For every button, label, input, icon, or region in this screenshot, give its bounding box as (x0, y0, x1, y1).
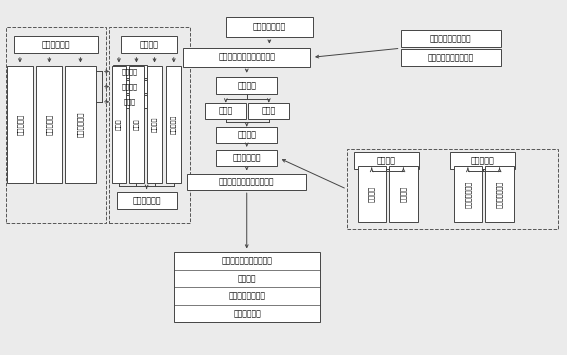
Text: 接触判断: 接触判断 (237, 131, 256, 140)
FancyBboxPatch shape (113, 80, 147, 93)
Text: 方位角: 方位角 (134, 119, 139, 130)
FancyBboxPatch shape (485, 166, 514, 223)
FancyBboxPatch shape (117, 192, 176, 209)
Text: 井斜角: 井斜角 (116, 119, 122, 130)
FancyBboxPatch shape (400, 49, 501, 66)
FancyBboxPatch shape (216, 150, 277, 166)
FancyBboxPatch shape (226, 17, 313, 38)
FancyBboxPatch shape (129, 66, 144, 183)
FancyBboxPatch shape (112, 66, 126, 183)
Text: 井身参数: 井身参数 (139, 40, 158, 49)
Text: 钒柱与井壁互作用模型: 钒柱与井壁互作用模型 (428, 54, 474, 62)
FancyBboxPatch shape (121, 36, 176, 53)
Text: 随机化: 随机化 (261, 106, 276, 115)
Text: 旋转钒进时钒柱轴向载荷: 旋转钒进时钒柱轴向载荷 (222, 257, 273, 266)
Text: 井眼轨迹图形: 井眼轨迹图形 (233, 309, 261, 318)
Text: 钒柱内外径: 钒柱内外径 (46, 114, 53, 135)
FancyBboxPatch shape (216, 77, 277, 94)
FancyBboxPatch shape (400, 30, 501, 47)
FancyBboxPatch shape (216, 127, 277, 143)
FancyBboxPatch shape (354, 152, 419, 169)
Text: 泊松比: 泊松比 (124, 99, 136, 105)
Text: 数値模型: 数値模型 (237, 81, 256, 90)
Text: 钒井液参数: 钒井液参数 (471, 156, 494, 165)
Text: 钒头岐石互作用模型: 钒头岐石互作用模型 (430, 34, 472, 43)
Text: 动力参数: 动力参数 (377, 156, 396, 165)
Text: 全井非线性动力学模型建立: 全井非线性动力学模型建立 (218, 53, 275, 62)
FancyBboxPatch shape (390, 166, 417, 223)
Text: 转盘转速: 转盘转速 (369, 186, 375, 202)
FancyBboxPatch shape (450, 152, 515, 169)
Text: 钒柱材料参数: 钒柱材料参数 (77, 112, 84, 137)
FancyBboxPatch shape (248, 103, 289, 119)
FancyBboxPatch shape (174, 252, 320, 322)
Text: 钒井液粘度系数: 钒井液粘度系数 (464, 181, 471, 208)
Text: 钒井液流性指数: 钒井液流性指数 (496, 181, 503, 208)
Text: 三维井眼轨迹: 三维井眼轨迹 (132, 196, 161, 205)
FancyBboxPatch shape (167, 66, 181, 183)
Text: 钒柱基本参数: 钒柱基本参数 (42, 40, 70, 49)
FancyBboxPatch shape (147, 66, 162, 183)
Text: 井眼扩大率: 井眼扩大率 (171, 115, 176, 134)
FancyBboxPatch shape (113, 65, 147, 78)
FancyBboxPatch shape (454, 166, 482, 223)
FancyBboxPatch shape (187, 174, 306, 190)
Text: 实测井深: 实测井深 (152, 117, 157, 132)
Text: 切变模量: 切变模量 (122, 68, 138, 75)
Text: 弹性模量: 弹性模量 (122, 83, 138, 90)
FancyBboxPatch shape (358, 166, 386, 223)
FancyBboxPatch shape (113, 95, 147, 108)
Text: 钒柱线密度: 钒柱线密度 (16, 114, 23, 135)
Text: 动态响应计算: 动态响应计算 (232, 154, 261, 163)
Text: 国内外文献调研: 国内外文献调研 (253, 23, 286, 32)
FancyBboxPatch shape (7, 66, 33, 183)
Text: 旋转钒进摩扔特性: 旋转钒进摩扔特性 (229, 292, 265, 301)
FancyBboxPatch shape (14, 36, 98, 53)
Text: 离散化: 离散化 (219, 106, 233, 115)
FancyBboxPatch shape (183, 48, 310, 67)
FancyBboxPatch shape (65, 66, 96, 183)
FancyBboxPatch shape (205, 103, 246, 119)
Text: 井口拉力: 井口拉力 (400, 186, 407, 202)
FancyBboxPatch shape (36, 66, 62, 183)
Text: 动态钒压: 动态钒压 (238, 274, 256, 283)
Text: 钒柱节点位移速度和加速度: 钒柱节点位移速度和加速度 (219, 178, 274, 187)
